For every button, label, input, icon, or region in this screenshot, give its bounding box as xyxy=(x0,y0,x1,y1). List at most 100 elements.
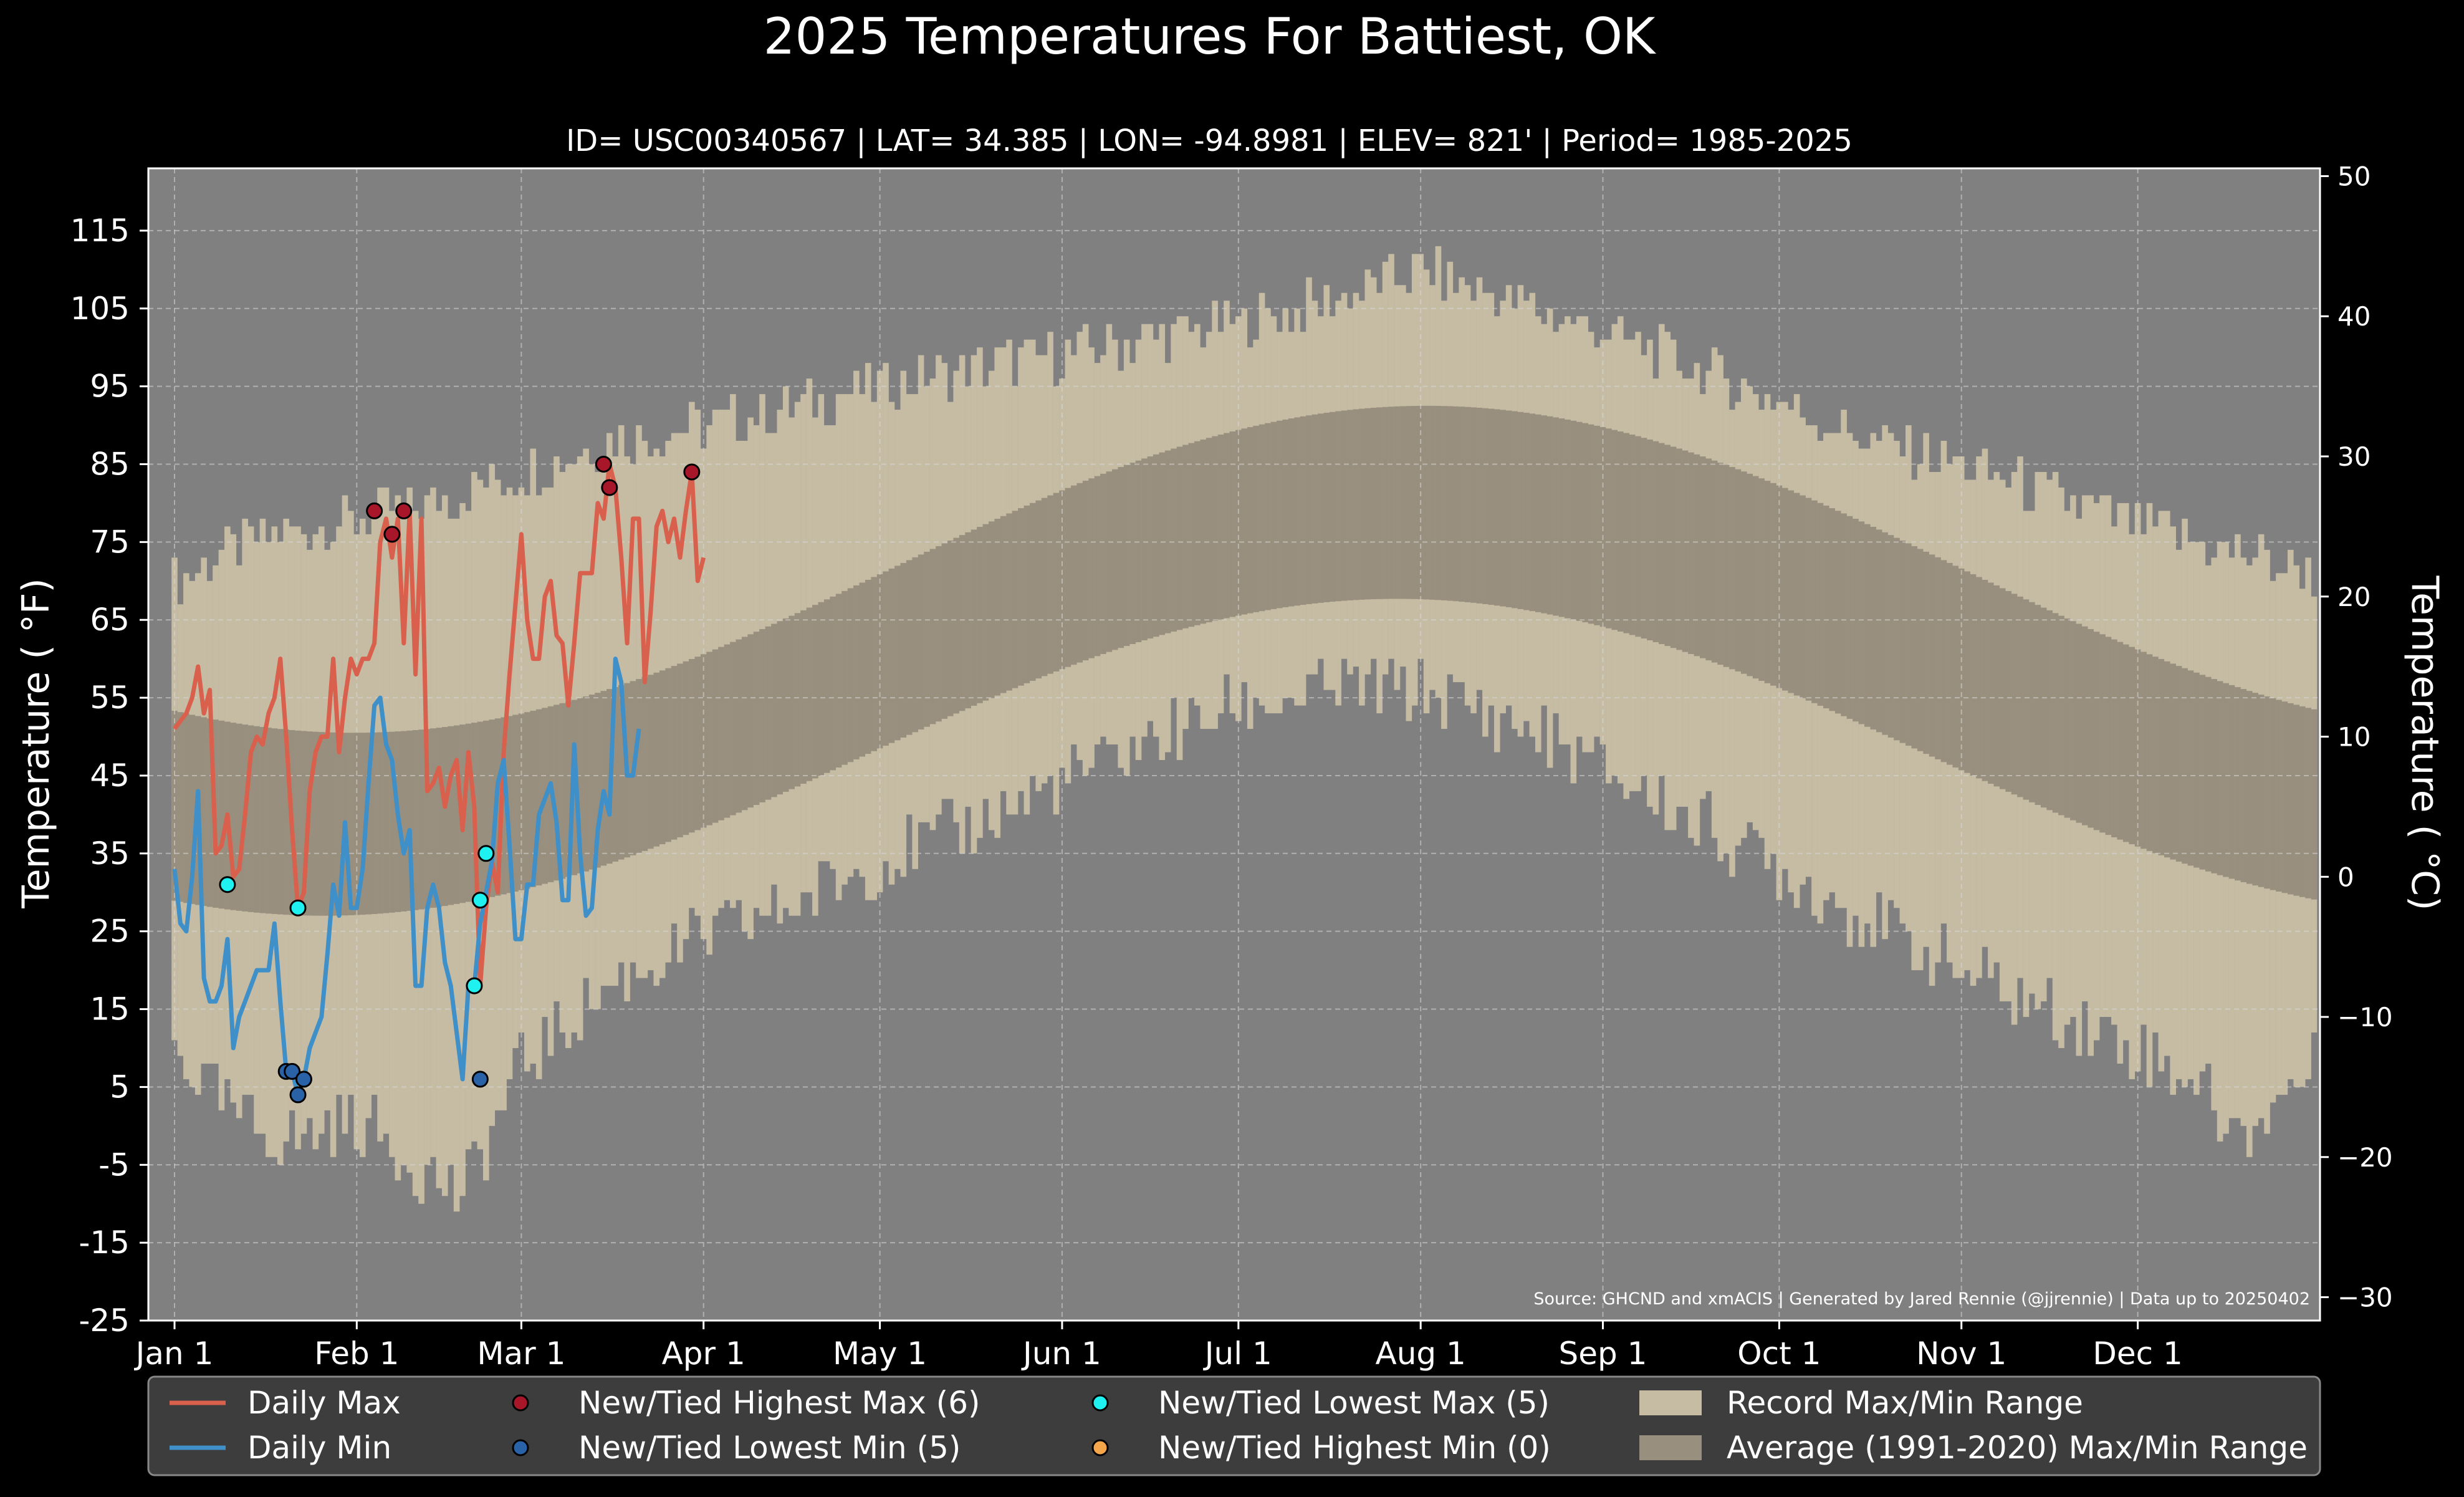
average-range-bar xyxy=(1541,415,1547,614)
average-range-bar xyxy=(906,560,913,735)
average-range-bar xyxy=(1306,415,1312,604)
legend-label: Daily Max xyxy=(247,1385,401,1421)
average-range-bar xyxy=(1176,446,1183,630)
average-range-bar xyxy=(1823,505,1829,709)
average-range-bar xyxy=(871,577,877,751)
average-range-bar xyxy=(1329,412,1336,602)
average-range-bar xyxy=(765,626,772,800)
average-range-bar xyxy=(489,720,496,897)
average-range-bar xyxy=(1894,537,1900,741)
average-range-bar xyxy=(1717,463,1723,665)
average-range-bar xyxy=(1241,428,1248,615)
average-range-bar xyxy=(1682,450,1689,652)
average-range-bar xyxy=(1811,500,1818,703)
average-range-bar xyxy=(1917,549,1924,751)
average-range-bar xyxy=(1217,435,1224,620)
average-range-bar xyxy=(1664,445,1671,647)
average-range-bar xyxy=(1817,503,1824,706)
y-tick-label: -5 xyxy=(98,1147,130,1183)
average-range-bar xyxy=(1012,511,1019,688)
average-range-bar xyxy=(1258,424,1265,612)
average-range-bar xyxy=(1535,414,1541,612)
average-range-bar xyxy=(2264,696,2270,889)
average-range-bar xyxy=(1382,407,1389,599)
average-range-bar xyxy=(1711,460,1718,663)
average-range-bar xyxy=(2252,693,2259,886)
y-tick-label: 85 xyxy=(90,446,130,482)
average-range-bar xyxy=(1206,438,1212,623)
average-range-bar xyxy=(782,618,789,792)
average-range-bar xyxy=(1529,413,1536,612)
legend-swatch-dot xyxy=(512,1439,529,1456)
average-range-bar xyxy=(1435,405,1442,600)
average-range-bar xyxy=(506,716,513,893)
x-tick-label: Nov 1 xyxy=(1916,1336,2006,1372)
average-range-bar xyxy=(371,732,378,914)
average-range-bar xyxy=(2140,652,2147,849)
average-range-bar xyxy=(2152,657,2159,854)
average-range-bar xyxy=(929,549,936,724)
average-range-bar xyxy=(1194,441,1201,625)
average-range-bar xyxy=(2182,668,2188,864)
record-markers xyxy=(219,455,701,1104)
average-range-bar xyxy=(1964,571,1970,773)
average-range-bar xyxy=(2081,626,2088,826)
y-right-tick-label: 0 xyxy=(2337,862,2354,892)
average-range-bar xyxy=(1076,483,1083,663)
average-range-bar xyxy=(706,652,712,826)
average-range-bar xyxy=(1829,508,1836,711)
average-range-bar xyxy=(965,532,971,709)
average-range-bar xyxy=(924,551,930,727)
lowest-max-marker xyxy=(477,845,495,862)
average-range-bar xyxy=(377,732,383,914)
average-range-bar xyxy=(1247,427,1254,614)
average-range-bar xyxy=(912,557,918,733)
average-range-bar xyxy=(1741,471,1747,674)
average-range-bar xyxy=(583,696,589,872)
x-tick-label: Jul 1 xyxy=(1203,1336,1272,1372)
average-range-bar xyxy=(383,732,390,913)
average-range-bar xyxy=(1323,412,1330,602)
average-range-bar xyxy=(894,566,901,741)
average-range-bar xyxy=(1347,410,1353,600)
average-range-bar xyxy=(823,599,830,773)
average-range-bar xyxy=(2088,628,2094,828)
average-range-bar xyxy=(1858,521,1865,724)
y-right-tick-label: 20 xyxy=(2337,582,2371,612)
y-tick-label: 75 xyxy=(90,524,130,560)
average-range-bar xyxy=(1882,532,1888,735)
daily-min-line xyxy=(172,657,641,1097)
average-range-bar xyxy=(830,596,836,771)
average-range-bar xyxy=(1423,405,1430,600)
lowest-max-marker xyxy=(289,899,307,917)
grid-lines xyxy=(148,168,2320,1321)
average-range-bar xyxy=(1735,469,1742,671)
average-range-bar xyxy=(1135,460,1142,642)
plot-frame xyxy=(147,167,2321,1322)
average-range-bar xyxy=(1229,431,1236,617)
average-range-bar xyxy=(259,726,266,913)
average-range-bar xyxy=(2029,602,2035,802)
average-range-bar xyxy=(206,718,213,907)
average-range-bar xyxy=(300,731,307,916)
average-range-bar xyxy=(588,695,595,870)
y-right-tick-label: 30 xyxy=(2337,441,2371,472)
y-tick-label: 45 xyxy=(90,758,130,794)
average-range-bar xyxy=(1688,452,1694,654)
average-range-bar xyxy=(835,594,842,768)
y-right-tick-label: −30 xyxy=(2337,1283,2393,1313)
average-range-bar xyxy=(1300,416,1306,605)
average-range-bar xyxy=(2199,675,2206,870)
average-range-bar xyxy=(577,698,583,874)
average-range-bar xyxy=(448,726,454,905)
average-range-bar xyxy=(841,590,848,765)
average-range-bar xyxy=(600,691,607,866)
average-range-bar xyxy=(530,710,537,887)
average-range-bar xyxy=(1394,406,1401,599)
average-range-bar xyxy=(1594,425,1600,625)
average-range-bar xyxy=(753,632,760,806)
x-tick-label: Mar 1 xyxy=(477,1336,565,1372)
average-range-bar xyxy=(1000,516,1007,693)
average-range-bar xyxy=(648,675,654,849)
average-range-bar xyxy=(618,685,625,860)
